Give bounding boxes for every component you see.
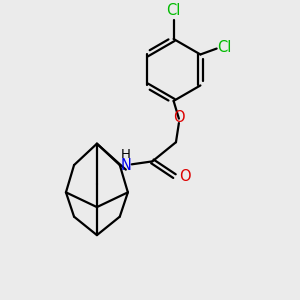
Text: O: O xyxy=(173,110,185,124)
Text: H: H xyxy=(121,148,131,161)
Text: N: N xyxy=(120,158,131,173)
Text: O: O xyxy=(179,169,190,184)
Text: Cl: Cl xyxy=(167,3,181,18)
Text: Cl: Cl xyxy=(218,40,232,56)
